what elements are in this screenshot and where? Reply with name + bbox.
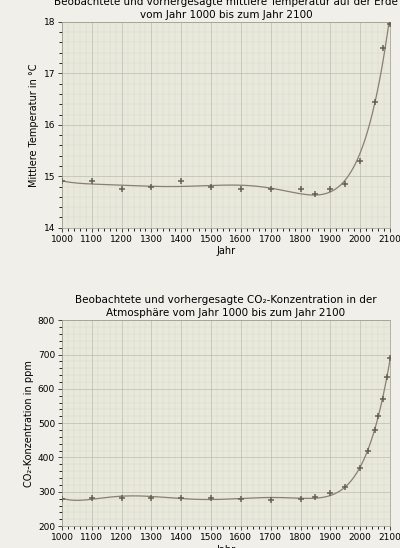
Y-axis label: CO₂-Konzentration in ppm: CO₂-Konzentration in ppm — [24, 359, 34, 487]
X-axis label: Jahr: Jahr — [216, 545, 236, 548]
Title: Beobachtete und vorhergesagte CO₂-Konzentration in der
Atmosphäre vom Jahr 1000 : Beobachtete und vorhergesagte CO₂-Konzen… — [75, 295, 377, 318]
X-axis label: Jahr: Jahr — [216, 247, 236, 256]
Y-axis label: Mittlere Temperatur in °C: Mittlere Temperatur in °C — [29, 63, 39, 186]
Title: Beobachtete und vorhergesagte mittlere Temperatur auf der Erde
vom Jahr 1000 bis: Beobachtete und vorhergesagte mittlere T… — [54, 0, 398, 20]
